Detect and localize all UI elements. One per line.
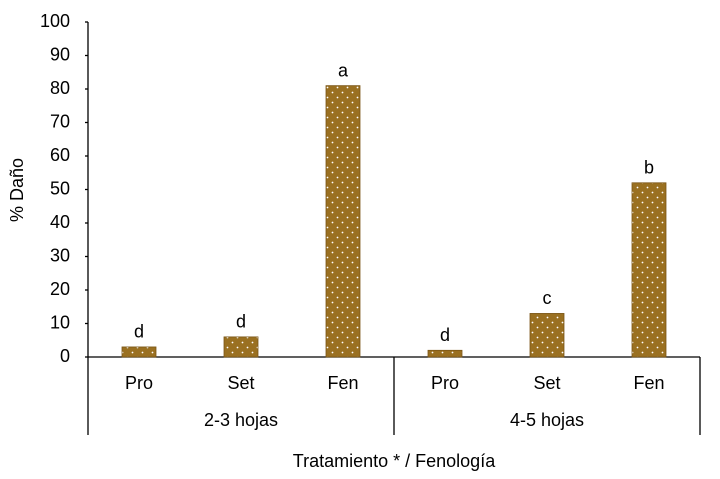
bar-annotation: a [338,60,349,80]
x-tick-label: Fen [633,373,664,393]
bar [631,182,667,358]
bar [427,349,463,358]
x-tick-label: Pro [431,373,459,393]
y-tick-label: 90 [50,44,70,64]
bar-annotation: d [134,322,144,342]
x-tick-label: Set [227,373,254,393]
bar [223,336,259,358]
x-axis-title: Tratamiento * / Fenología [293,451,496,471]
y-tick-label: 10 [50,312,70,332]
y-tick-label: 40 [50,212,70,232]
group-label: 2-3 hojas [204,410,278,430]
bar [121,346,157,358]
y-tick-label: 0 [60,346,70,366]
x-tick-label: Set [533,373,560,393]
y-tick-label: 100 [40,11,70,31]
bar [325,85,361,358]
bar-annotation: d [440,325,450,345]
y-tick-label: 60 [50,145,70,165]
y-tick-label: 50 [50,178,70,198]
y-tick-label: 20 [50,279,70,299]
group-label: 4-5 hojas [510,410,584,430]
y-tick-label: 70 [50,111,70,131]
x-tick-label: Fen [327,373,358,393]
bar [529,313,565,358]
bar-annotation: c [543,288,552,308]
bar-annotation: b [644,158,654,178]
y-tick-label: 80 [50,78,70,98]
y-tick-label: 30 [50,245,70,265]
bar-annotation: d [236,312,246,332]
y-axis-title: % Daño [7,158,27,222]
x-tick-label: Pro [125,373,153,393]
